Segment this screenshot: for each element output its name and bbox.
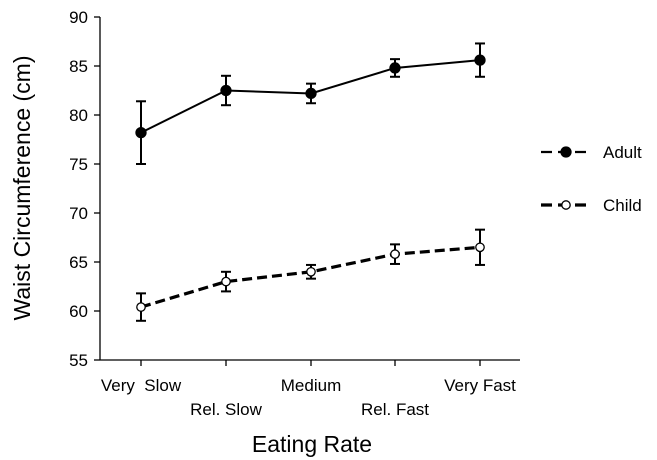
legend-label: Child <box>603 196 642 215</box>
x-tick-label: Very Fast <box>444 376 516 395</box>
legend-item-child: Child <box>541 196 642 215</box>
data-point <box>389 62 401 74</box>
data-point <box>475 242 485 253</box>
y-tick-label: 80 <box>69 106 88 125</box>
x-tick-label: Medium <box>281 376 341 395</box>
data-point <box>220 84 232 97</box>
legend-marker <box>561 200 571 210</box>
data-point <box>136 302 146 312</box>
y-tick-label: 75 <box>69 155 88 174</box>
legend-marker <box>560 146 572 158</box>
axes: 55 60 65 70 75 80 85 90 Very Slow Rel. Slow Medium… <box>69 8 520 419</box>
y-tick-label: 60 <box>69 302 88 321</box>
data-point <box>135 126 147 139</box>
data-point <box>474 54 486 66</box>
data-point <box>305 87 317 100</box>
x-axis-title: Eating Rate <box>252 431 372 457</box>
x-tick-label: Very Slow <box>101 376 182 395</box>
y-tick-label: 65 <box>69 253 88 272</box>
data-point <box>306 266 316 277</box>
y-tick-label: 55 <box>69 351 88 370</box>
series-adult <box>135 42 486 165</box>
data-point <box>390 249 400 260</box>
series-layer <box>135 42 486 322</box>
y-axis-title: Waist Circumference (cm) <box>9 56 35 321</box>
y-tick-label: 85 <box>69 57 88 76</box>
legend-item-adult: Adult <box>541 143 642 162</box>
y-tick-label: 90 <box>69 8 88 27</box>
legend: Adult Child <box>541 143 642 215</box>
x-tick-label: Rel. Slow <box>190 400 263 419</box>
data-point <box>221 276 231 287</box>
x-tick-label: Rel. Fast <box>361 400 429 419</box>
legend-label: Adult <box>603 143 642 162</box>
y-tick-label: 70 <box>69 204 88 223</box>
series-child <box>136 228 485 322</box>
